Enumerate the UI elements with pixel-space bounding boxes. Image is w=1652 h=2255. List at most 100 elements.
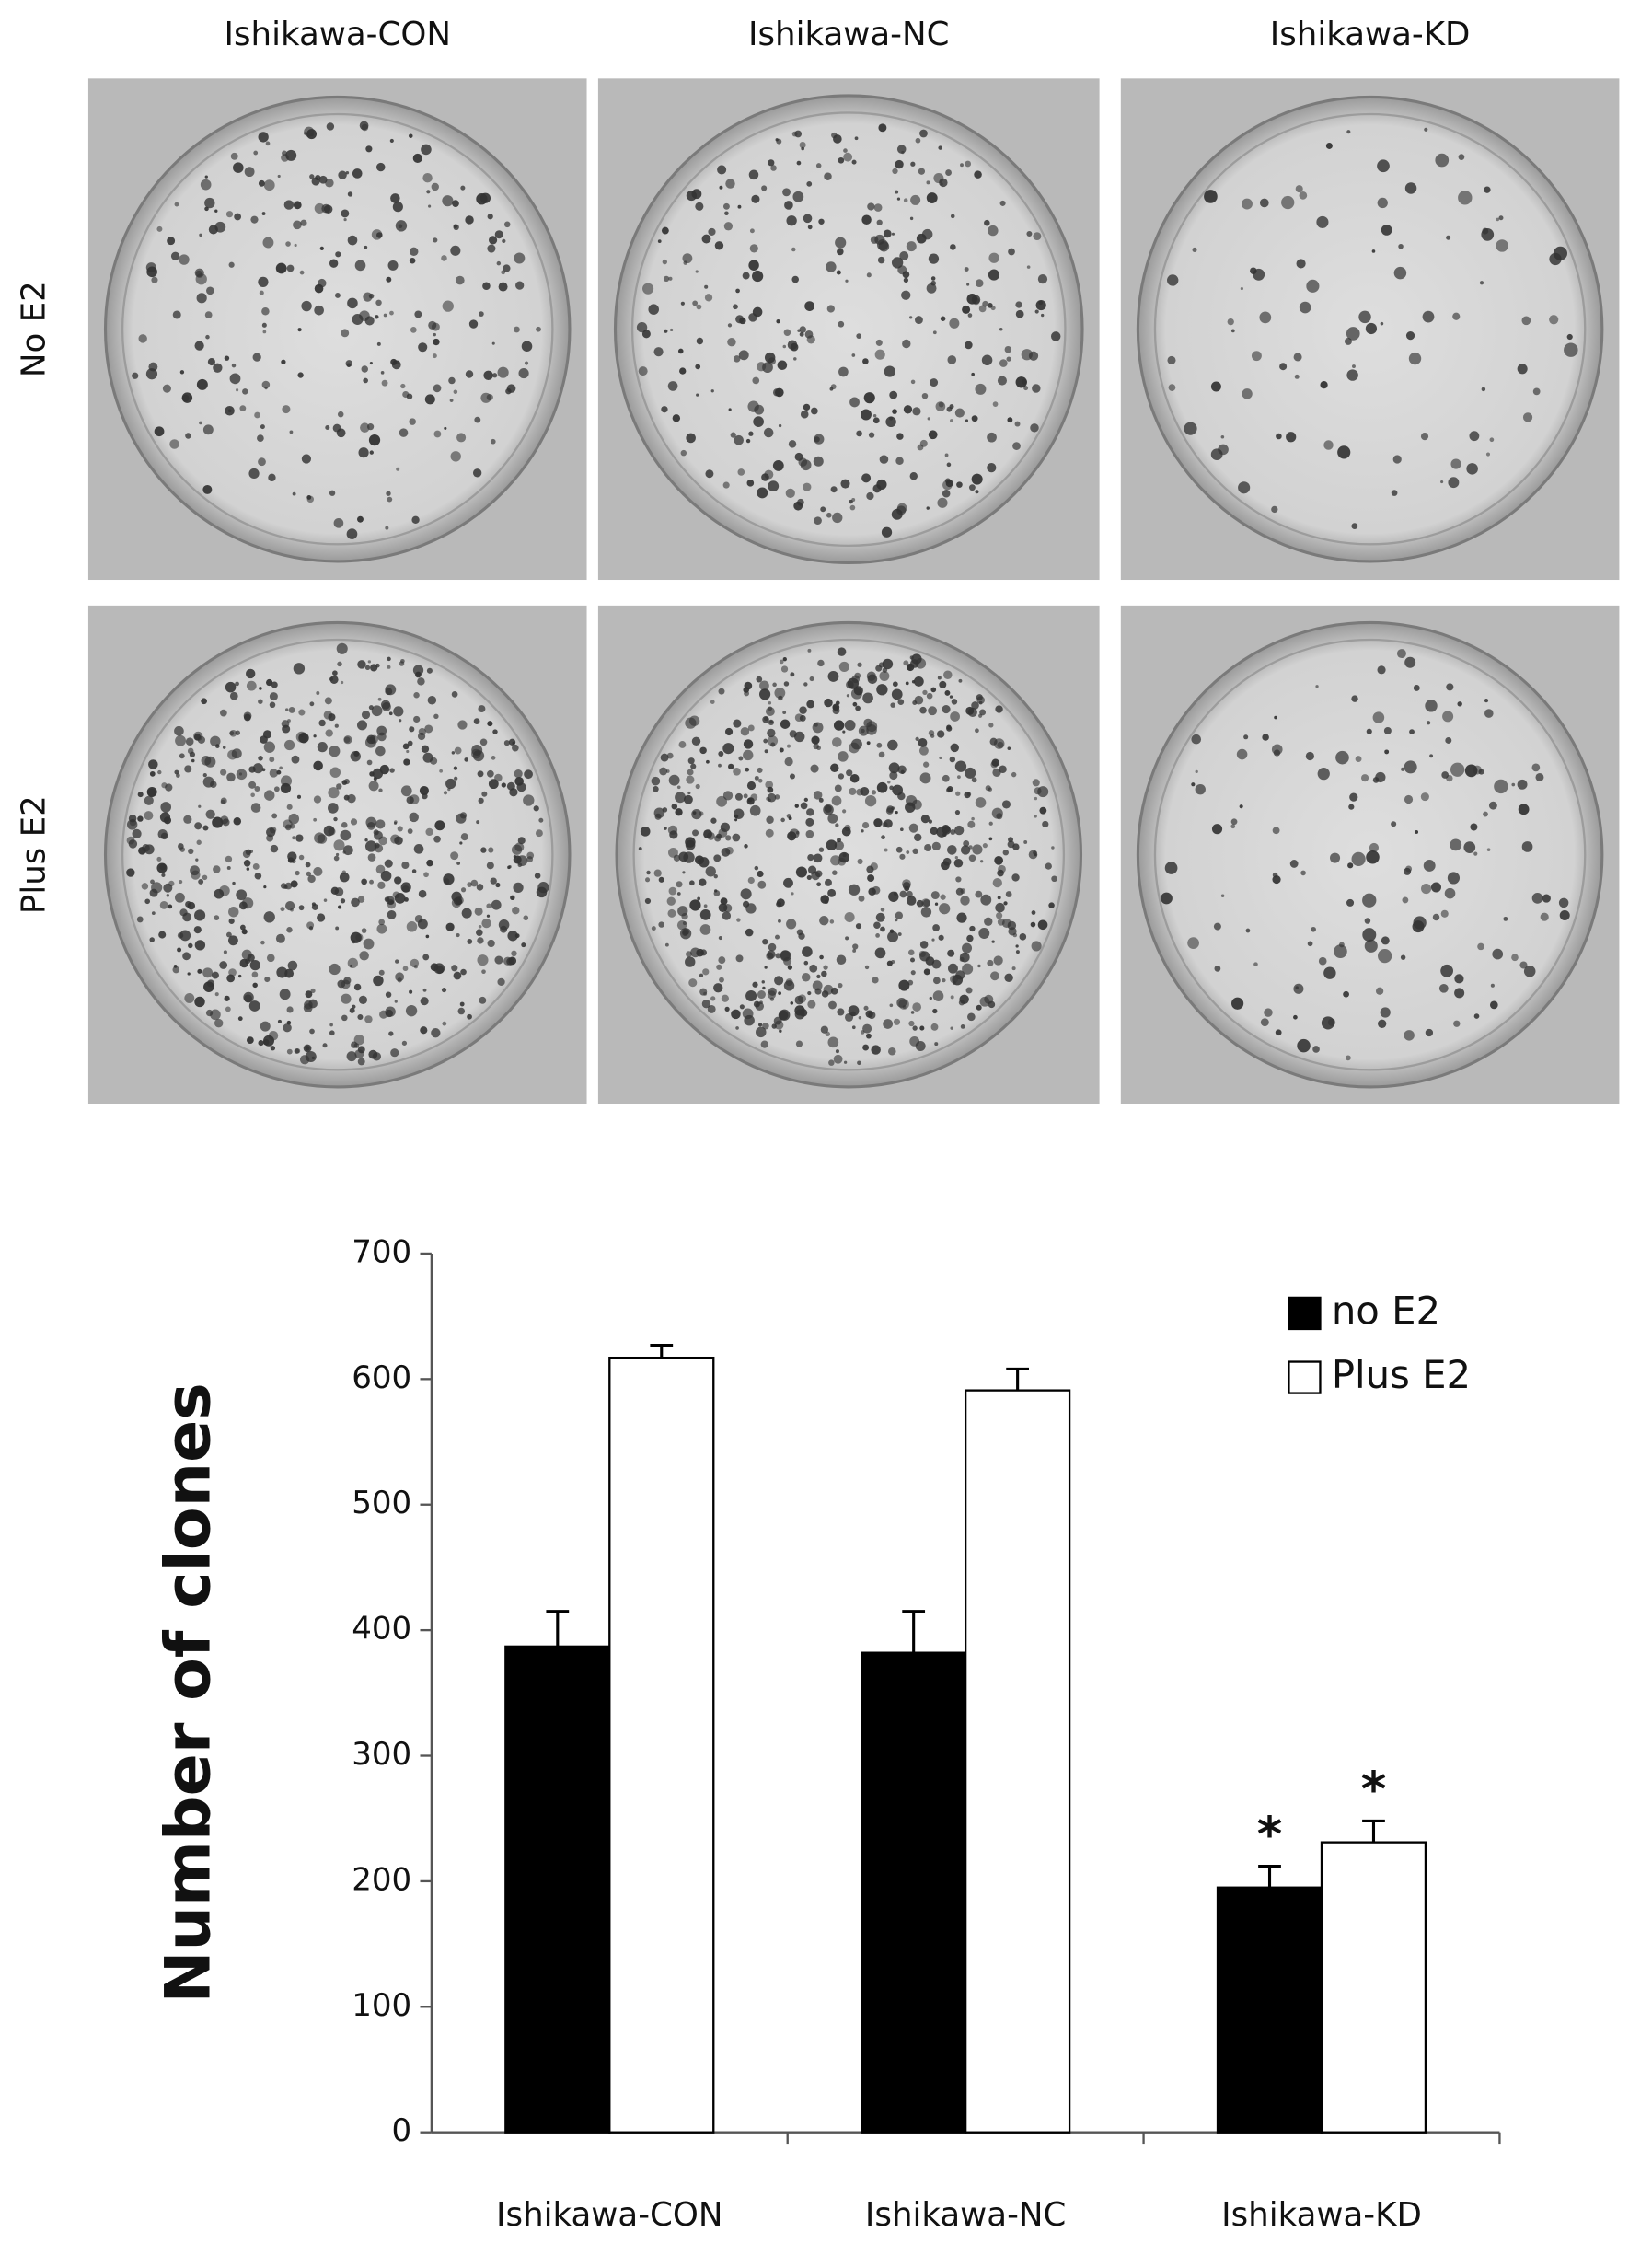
colony [718, 763, 722, 768]
colony [678, 741, 687, 748]
colony [1351, 523, 1358, 530]
colony [476, 929, 483, 937]
colony [640, 826, 651, 837]
colony [856, 788, 864, 796]
colony [201, 698, 207, 705]
colony [834, 840, 845, 850]
colony [661, 226, 669, 235]
colony [687, 769, 694, 776]
colony [260, 424, 265, 430]
colony [212, 971, 219, 979]
colony [270, 1046, 276, 1051]
colony [328, 803, 339, 814]
colony [289, 430, 294, 434]
colony [813, 791, 823, 800]
colony [313, 817, 318, 822]
colony [1021, 378, 1027, 385]
colony [1466, 463, 1478, 475]
colony [395, 959, 399, 964]
bar [1216, 1886, 1323, 2134]
colony [922, 689, 928, 696]
colony [840, 479, 850, 489]
colony [776, 319, 780, 324]
colony [264, 387, 268, 390]
colony [358, 995, 368, 1004]
colony [202, 967, 214, 978]
colony [263, 179, 275, 191]
colony [743, 900, 750, 908]
colony [767, 786, 774, 793]
colony [861, 409, 872, 421]
colony [486, 903, 491, 908]
colony [987, 463, 997, 473]
colony [343, 735, 352, 745]
colony [491, 341, 495, 345]
colony [771, 1023, 777, 1029]
colony [831, 795, 842, 806]
colony [200, 179, 212, 191]
colony [488, 236, 498, 245]
colony [1429, 754, 1434, 758]
colony [233, 162, 244, 173]
colony [365, 816, 377, 828]
colony [884, 365, 895, 377]
colony [1191, 734, 1202, 745]
colony [1404, 794, 1414, 804]
colony [748, 431, 754, 436]
colony [1430, 882, 1441, 893]
colony [1012, 442, 1021, 450]
colony [329, 963, 341, 976]
colony [419, 785, 429, 796]
colony [908, 1020, 915, 1027]
colony [1564, 342, 1578, 357]
colony [407, 740, 413, 746]
colony [858, 1016, 862, 1020]
colony [290, 880, 298, 888]
colony [401, 861, 410, 870]
colony [173, 965, 178, 968]
colony [1423, 860, 1436, 872]
colony [422, 954, 430, 961]
colony [821, 990, 829, 998]
colony [699, 746, 707, 755]
error-bar [902, 1610, 926, 1653]
colony [177, 932, 184, 939]
error-bar [1258, 1865, 1281, 1888]
colony [179, 908, 188, 917]
colony [826, 839, 838, 850]
colony [930, 687, 937, 693]
colony [535, 829, 543, 838]
colony [442, 195, 454, 207]
significance-mark: * [1257, 1807, 1283, 1863]
colony [399, 428, 409, 437]
colony [849, 499, 853, 504]
colony [242, 897, 254, 909]
colony [265, 141, 271, 146]
colony [395, 220, 408, 232]
colony [685, 839, 696, 850]
colony [826, 305, 835, 313]
colony [863, 392, 875, 404]
colony [523, 794, 535, 806]
colony [286, 264, 295, 272]
colony [521, 341, 533, 353]
colony [768, 159, 775, 167]
colony [409, 257, 416, 264]
colony [431, 182, 439, 191]
colony [718, 936, 722, 941]
colony [509, 788, 518, 797]
colony [842, 730, 846, 734]
colony [309, 1028, 315, 1035]
colony [826, 261, 837, 272]
colony [759, 680, 769, 691]
colony [1034, 815, 1037, 818]
colony [453, 389, 458, 395]
colony [799, 326, 806, 333]
colony [971, 816, 975, 821]
colony [813, 853, 823, 863]
colony [233, 817, 242, 826]
colony [719, 977, 724, 983]
colony [336, 428, 346, 438]
colony [788, 440, 797, 448]
